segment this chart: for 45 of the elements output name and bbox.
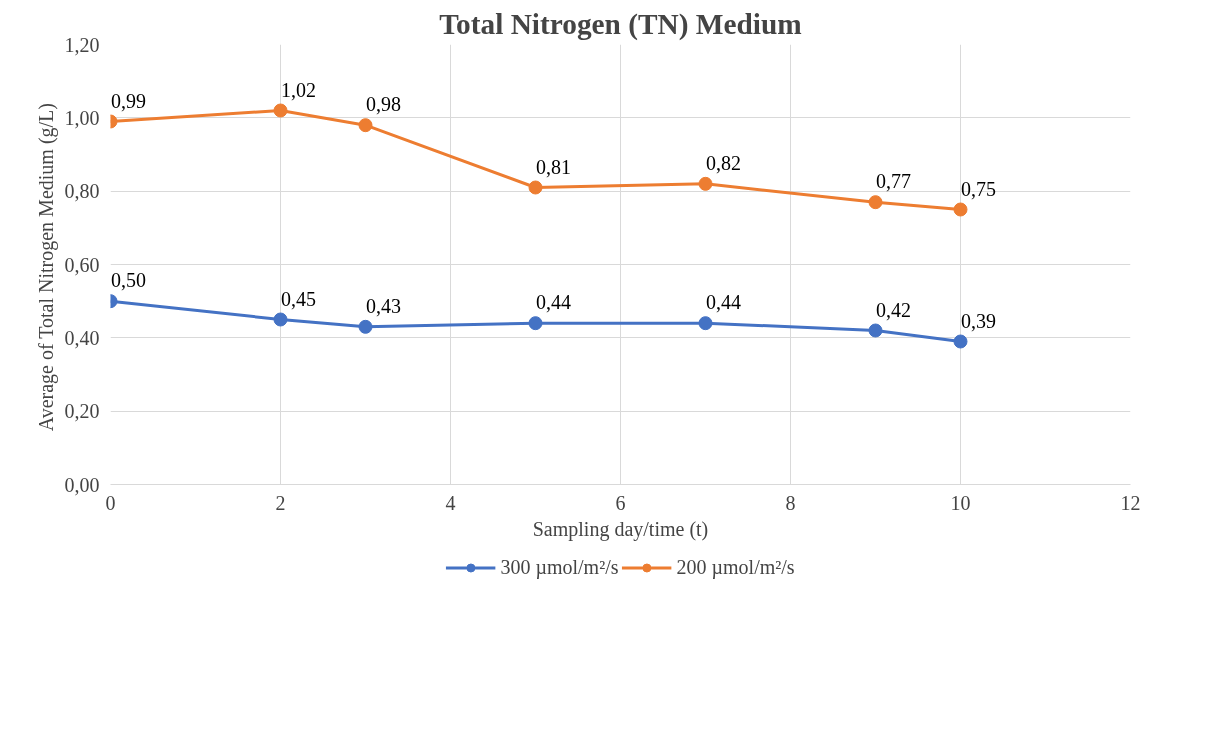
point bbox=[528, 180, 543, 195]
y-tick-label: 1,20 bbox=[64, 33, 100, 56]
point bbox=[868, 195, 883, 210]
data-label: 0,50 bbox=[111, 269, 146, 292]
y-tick-label: 0,20 bbox=[64, 400, 100, 423]
data-label: 0,75 bbox=[961, 177, 996, 200]
data-label: 0,42 bbox=[876, 298, 911, 321]
point bbox=[273, 103, 288, 118]
x-tick-label: 8 bbox=[785, 491, 796, 514]
data-label: 0,44 bbox=[706, 291, 741, 314]
point bbox=[528, 316, 543, 331]
y-axis-title: Average of Total Nitrogen Medium (g/L) bbox=[34, 103, 58, 432]
data-label: 0,99 bbox=[111, 89, 146, 112]
data-label: 0,44 bbox=[536, 291, 571, 314]
chart-title: Total Nitrogen (TN) Medium bbox=[439, 7, 802, 41]
data-label: 0,82 bbox=[706, 151, 741, 174]
point bbox=[868, 323, 883, 338]
y-tick-label: 0,60 bbox=[64, 253, 100, 276]
point bbox=[358, 319, 373, 334]
data-label: 0,77 bbox=[876, 170, 911, 193]
x-tick-label: 12 bbox=[1120, 491, 1141, 514]
point bbox=[953, 334, 968, 349]
data-label: 0,43 bbox=[366, 294, 401, 317]
data-label: 1,02 bbox=[281, 78, 316, 101]
x-tick-label: 10 bbox=[950, 491, 971, 514]
data-label: 0,98 bbox=[366, 93, 401, 116]
x-axis-title: Sampling day/time (t) bbox=[532, 517, 709, 541]
y-tick-label: 1,00 bbox=[64, 106, 100, 129]
y-tick-label: 0,40 bbox=[64, 326, 100, 349]
point bbox=[698, 316, 713, 331]
x-tick-label: 6 bbox=[615, 491, 626, 514]
point bbox=[698, 176, 713, 191]
point bbox=[273, 312, 288, 327]
x-tick-label: 0 bbox=[105, 491, 116, 514]
data-label: 0,45 bbox=[281, 287, 316, 310]
legend-label: 300 µmol/m²/s bbox=[500, 555, 619, 579]
legend-label: 200 µmol/m²/s bbox=[676, 555, 795, 579]
data-label: 0,39 bbox=[961, 309, 996, 332]
y-tick-label: 0,80 bbox=[64, 180, 100, 203]
data-label: 0,81 bbox=[536, 155, 571, 178]
x-tick-label: 2 bbox=[275, 491, 286, 514]
point bbox=[358, 118, 373, 133]
point bbox=[953, 202, 968, 217]
x-tick-label: 4 bbox=[445, 491, 456, 514]
y-tick-label: 0,00 bbox=[64, 473, 100, 496]
